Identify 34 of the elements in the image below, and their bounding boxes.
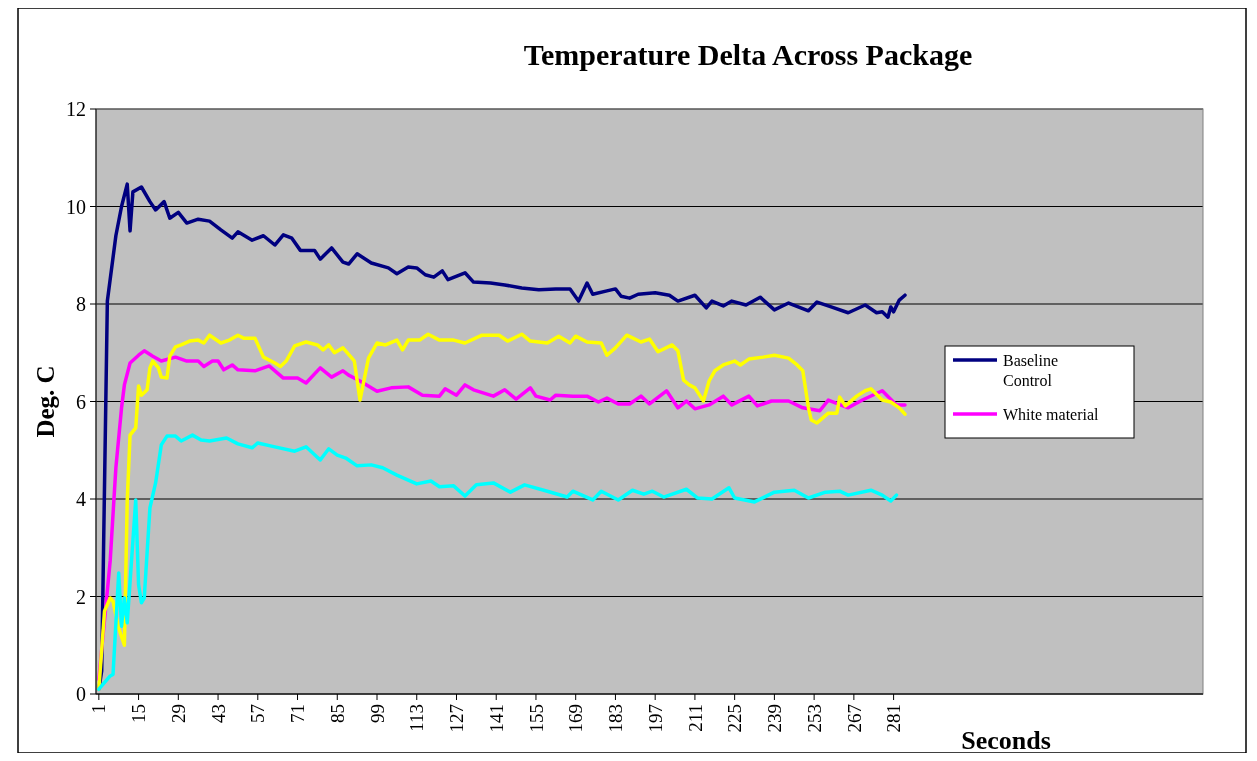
x-tick-label: 169 [565,704,587,733]
x-tick-label: 211 [684,704,706,732]
x-tick-label: 127 [446,704,468,733]
x-tick-label: 29 [167,704,189,723]
x-tick-label: 253 [803,704,825,733]
x-tick-label: 183 [605,704,627,733]
y-tick-label: 4 [76,488,86,510]
legend-label: White material [1003,405,1100,423]
x-tick-label: 239 [764,704,786,733]
y-tick-label: 6 [76,390,86,413]
x-tick-label: 71 [287,704,309,723]
legend-label: Baseline Control [1003,351,1059,389]
y-tick-label: 2 [76,585,86,608]
x-tick-label: 113 [406,704,428,732]
y-tick-label: 10 [66,195,86,218]
x-tick-label: 1 [88,704,110,714]
x-axis-title: Seconds [961,726,1051,755]
y-tick-label: 12 [66,98,86,120]
x-tick-label: 15 [128,704,150,723]
x-tick-label: 267 [843,704,865,733]
y-axis-title: Deg. C [32,365,59,438]
x-tick-label: 155 [525,704,547,733]
x-tick-label: 225 [724,704,746,733]
y-tick-label: 0 [76,683,86,705]
x-tick-label: 57 [247,704,269,723]
x-tick-label: 85 [326,704,348,723]
y-tick-label: 8 [76,293,86,315]
x-tick-label: 99 [366,704,388,723]
x-tick-label: 197 [644,704,666,733]
x-tick-label: 43 [207,704,229,723]
chart-title: Temperature Delta Across Package [523,38,973,71]
line-series [97,433,899,691]
x-tick-label: 141 [485,704,507,733]
x-tick-label: 281 [883,704,905,733]
